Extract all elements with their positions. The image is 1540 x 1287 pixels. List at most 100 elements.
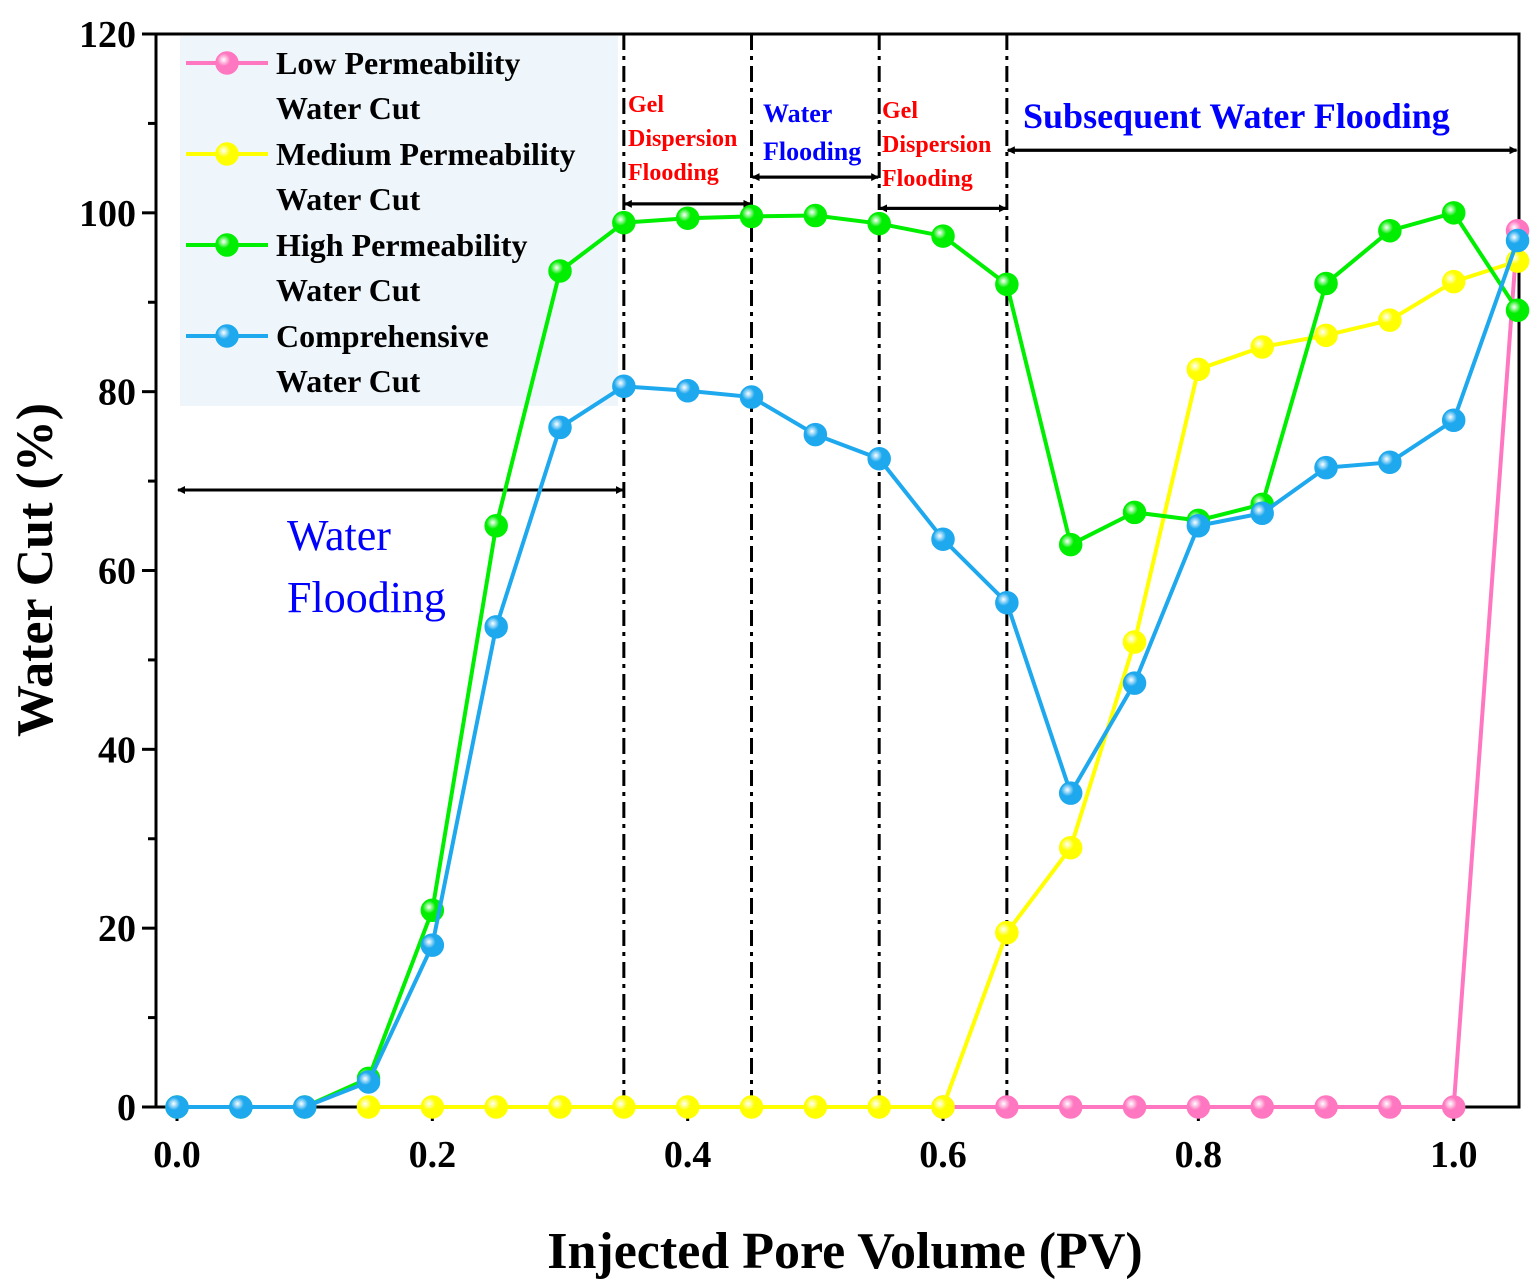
data-point xyxy=(484,615,508,639)
series-line xyxy=(177,210,1520,1109)
legend-marker xyxy=(215,324,239,348)
data-point xyxy=(484,1095,508,1119)
data-point xyxy=(548,415,572,440)
y-tick-label: 80 xyxy=(98,372,136,414)
y-tick-label: 20 xyxy=(98,908,136,950)
data-point xyxy=(867,211,891,236)
legend-label: Medium Permeability xyxy=(276,136,575,172)
annotation-gel-2-line2: Dispersion xyxy=(882,132,991,158)
data-point xyxy=(1122,500,1147,525)
y-tick-label: 60 xyxy=(98,551,136,593)
data-point xyxy=(675,379,700,403)
series-0 xyxy=(931,218,1530,1119)
data-point xyxy=(931,224,955,248)
annotation-water-flooding-1-line2: Flooding xyxy=(287,573,446,622)
data-point xyxy=(1122,671,1147,695)
data-point xyxy=(1441,1095,1466,1119)
data-point xyxy=(1058,781,1083,805)
x-tick-label: 0.2 xyxy=(409,1134,457,1176)
annotation-water-flooding-1-line1: Water xyxy=(287,511,391,560)
data-point xyxy=(1378,218,1402,243)
legend-label: High Permeability xyxy=(276,227,528,263)
x-axis-title: Injected Pore Volume (PV) xyxy=(547,1223,1143,1280)
series-1 xyxy=(356,249,1530,1119)
data-point xyxy=(803,1095,828,1119)
data-point xyxy=(1441,408,1466,433)
annotation-gel-1-line2: Dispersion xyxy=(628,126,737,152)
data-point xyxy=(995,920,1019,945)
data-point xyxy=(612,1095,636,1119)
data-point xyxy=(675,1095,700,1119)
data-point xyxy=(1441,269,1466,294)
data-point xyxy=(995,590,1019,615)
data-point xyxy=(931,1095,955,1119)
legend-background xyxy=(180,36,618,406)
y-tick-label: 0 xyxy=(117,1087,136,1129)
legend-label: Low Permeability xyxy=(276,45,520,81)
data-point xyxy=(612,210,636,235)
y-tick-label: 120 xyxy=(79,14,136,56)
data-point xyxy=(1250,501,1274,526)
data-point xyxy=(1250,335,1274,359)
data-point xyxy=(739,1095,764,1119)
data-point xyxy=(420,1095,445,1119)
data-point xyxy=(1378,1095,1402,1119)
data-point xyxy=(675,206,700,230)
legend-marker xyxy=(215,51,239,75)
legend-label: Water Cut xyxy=(276,363,421,399)
data-point xyxy=(1122,630,1147,654)
data-point xyxy=(739,204,764,229)
series-line xyxy=(177,239,1520,1109)
data-point xyxy=(420,933,445,957)
data-point xyxy=(1314,455,1338,480)
annotation-water-flooding-2-line1: Water xyxy=(763,99,832,128)
data-point xyxy=(1250,1095,1274,1119)
data-point xyxy=(1122,1095,1147,1119)
data-point xyxy=(1186,357,1211,382)
y-tick-label: 40 xyxy=(98,729,136,771)
data-point xyxy=(739,385,764,409)
data-point xyxy=(803,203,828,228)
data-point xyxy=(165,1095,189,1119)
legend-label: Comprehensive xyxy=(276,318,489,354)
annotation-gel-1-line1: Gel xyxy=(628,92,664,118)
data-point xyxy=(1186,1095,1211,1119)
data-point xyxy=(995,272,1019,297)
series-line xyxy=(943,230,1520,1109)
data-point xyxy=(1314,271,1338,296)
x-tick-label: 0.8 xyxy=(1175,1134,1223,1176)
data-point xyxy=(995,1095,1019,1119)
data-point xyxy=(867,1095,891,1119)
annotation-gel-1-line3: Flooding xyxy=(628,160,719,186)
legend-marker xyxy=(215,233,239,257)
data-point xyxy=(1314,323,1338,348)
data-point xyxy=(1505,298,1530,323)
data-point xyxy=(1378,450,1402,475)
annotation-water-flooding-2-line2: Flooding xyxy=(763,137,861,166)
y-axis-title: Water Cut (%) xyxy=(7,403,64,737)
data-point xyxy=(1441,201,1466,225)
x-tick-label: 0.0 xyxy=(153,1134,201,1176)
data-point xyxy=(229,1095,253,1119)
data-point xyxy=(292,1095,317,1119)
data-point xyxy=(867,446,891,471)
data-point xyxy=(1058,532,1083,557)
legend-marker xyxy=(215,142,239,166)
data-point xyxy=(548,1095,572,1119)
data-point xyxy=(612,374,636,399)
x-tick-label: 1.0 xyxy=(1430,1134,1478,1176)
data-point xyxy=(548,259,572,283)
legend-label: Water Cut xyxy=(276,272,421,308)
data-point xyxy=(1186,514,1211,538)
series-3 xyxy=(165,228,1530,1119)
data-point xyxy=(1314,1095,1338,1119)
data-point xyxy=(1058,1095,1083,1119)
data-point xyxy=(803,422,828,447)
annotation-subsequent-water-flooding: Subsequent Water Flooding xyxy=(1023,96,1450,136)
data-point xyxy=(484,514,508,538)
data-point xyxy=(1378,308,1402,332)
data-point xyxy=(356,1070,381,1094)
x-tick-label: 0.6 xyxy=(919,1134,967,1176)
data-point xyxy=(356,1095,381,1119)
